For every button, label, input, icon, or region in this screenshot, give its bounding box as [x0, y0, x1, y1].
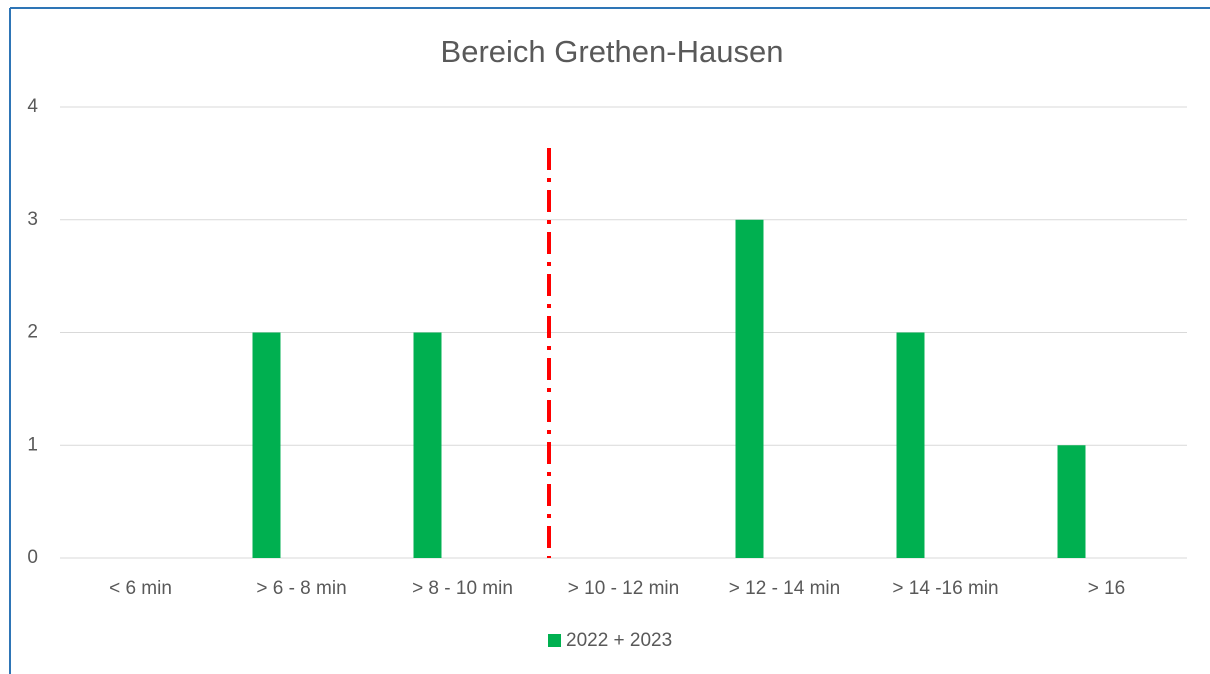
x-tick-label: > 10 - 12 min [568, 578, 679, 599]
chart-title: Bereich Grethen-Hausen [441, 34, 784, 69]
y-tick-label: 3 [27, 209, 38, 230]
bar [252, 332, 281, 558]
legend-label: 2022 + 2023 [566, 630, 672, 651]
bar [413, 332, 442, 558]
legend-swatch [548, 634, 561, 647]
x-tick-label: > 6 - 8 min [256, 578, 346, 599]
y-tick-label: 4 [27, 96, 38, 117]
x-tick-label: < 6 min [109, 578, 172, 599]
x-tick-label: > 16 [1088, 578, 1126, 599]
x-tick-label: > 14 -16 min [892, 578, 998, 599]
y-tick-label: 2 [27, 322, 38, 343]
bar [896, 332, 925, 558]
bar [1057, 445, 1086, 558]
y-tick-label: 0 [27, 547, 38, 568]
y-tick-label: 1 [27, 434, 38, 455]
bar [735, 219, 764, 558]
x-tick-label: > 12 - 14 min [729, 578, 840, 599]
x-tick-label: > 8 - 10 min [412, 578, 513, 599]
